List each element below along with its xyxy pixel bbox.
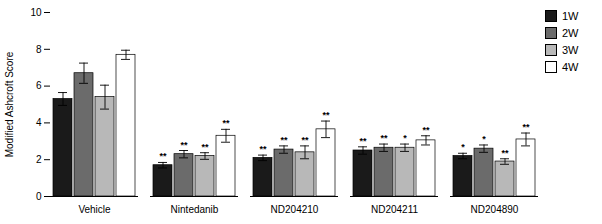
svg-text:**: ** [201,142,209,152]
html-text:2W: 2W [562,27,579,39]
svg-text:**: ** [159,151,167,161]
svg-text:2: 2 [36,154,42,165]
svg-text:4: 4 [36,117,42,128]
svg-text:**: ** [380,133,388,143]
svg-text:ND204211: ND204211 [371,204,419,215]
svg-text:8: 8 [36,44,42,55]
svg-text:*: * [403,133,407,143]
svg-text:10: 10 [30,7,42,18]
svg-text:**: ** [359,136,367,146]
html-text:1W: 1W [562,10,579,22]
svg-text:**: ** [522,122,530,132]
svg-text:ND204210: ND204210 [271,204,319,215]
svg-text:**: ** [222,118,230,128]
svg-text:**: ** [259,144,267,154]
html-text:3W: 3W [562,44,579,56]
svg-text:*: * [482,134,486,144]
svg-text:Vehicle: Vehicle [78,204,111,215]
svg-text:**: ** [301,135,309,145]
svg-text:0: 0 [36,191,42,202]
svg-text:*: * [461,142,465,152]
svg-text:6: 6 [36,80,42,91]
html-text:4W: 4W [562,61,579,73]
svg-text:**: ** [180,140,188,150]
svg-text:**: ** [280,135,288,145]
svg-text:**: ** [422,125,430,135]
svg-text:**: ** [501,148,509,158]
svg-text:ND204890: ND204890 [471,204,519,215]
svg-text:Modified Ashcroft Score: Modified Ashcroft Score [4,51,15,157]
svg-text:**: ** [322,110,330,120]
svg-text:Nintedanib: Nintedanib [171,204,219,215]
